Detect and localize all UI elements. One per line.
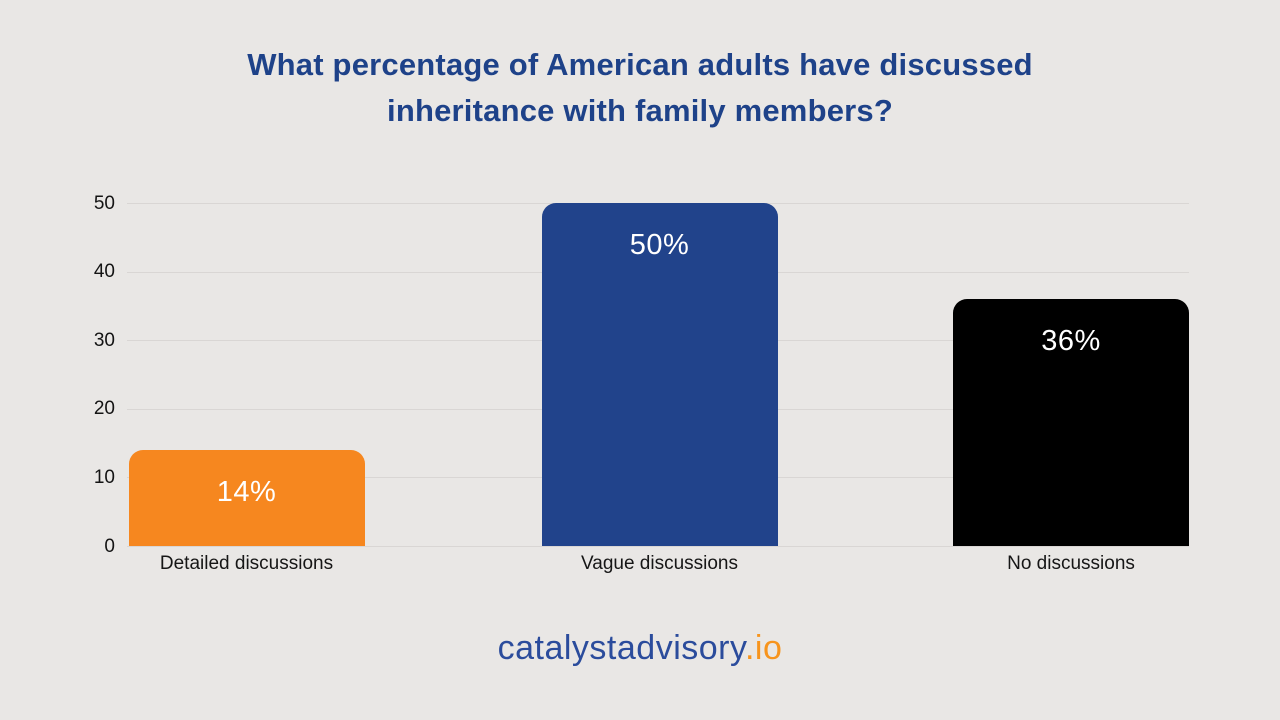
bar-value-label: 36% [1041,325,1101,358]
chart-title-line-1: What percentage of American adults have … [247,47,1033,82]
y-tick-label: 10 [93,466,115,488]
category-label: No discussions [1007,553,1135,574]
bar-no-discussions: 36% [953,299,1189,546]
y-tick-label: 50 [93,192,115,214]
gridline [127,546,1189,547]
chart-title: What percentage of American adults have … [0,42,1280,134]
brand-domain-suffix: .io [744,629,783,667]
brand-footer: catalystadvisory.io [0,629,1280,668]
bar-value-label: 50% [629,229,690,261]
category-label: Detailed discussions [159,553,334,574]
y-tick-label: 20 [93,398,115,420]
y-tick-label: 0 [104,535,115,557]
y-tick-label: 40 [93,261,115,283]
chart-title-line-2: inheritance with family members? [387,93,893,128]
bar-vague-discussions: 50% [541,203,778,546]
bar-detailed-discussions: 14% [128,449,365,546]
y-tick-label: 30 [93,329,115,351]
brand-name: catalystadvisory [497,629,745,667]
bar-value-label: 14% [216,475,277,508]
category-label: Vague discussions [580,553,739,574]
